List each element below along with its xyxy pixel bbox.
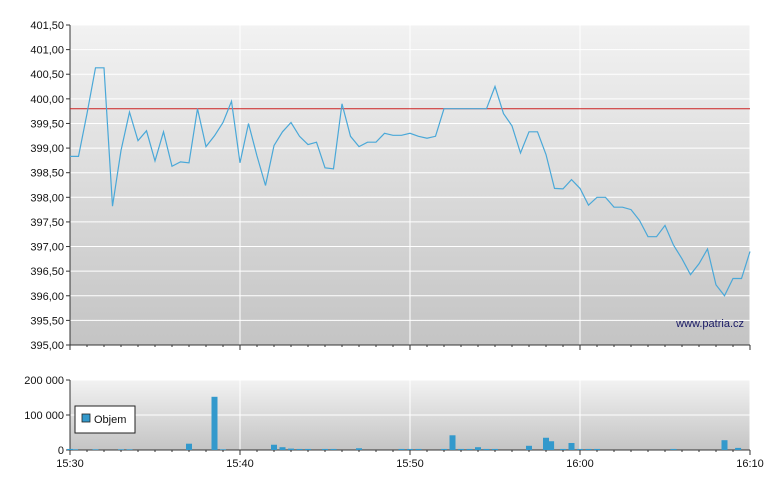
price-ytick-label: 397,50 — [30, 217, 64, 229]
volume-bar — [356, 448, 362, 450]
volume-ytick-label: 100 000 — [24, 410, 64, 422]
price-ytick-label: 399,50 — [30, 118, 64, 130]
volume-bar — [186, 443, 192, 450]
volume-bar — [543, 437, 549, 450]
xtick-label: 15:40 — [226, 458, 254, 470]
volume-bar — [441, 448, 447, 450]
price-ytick-label: 401,00 — [30, 45, 64, 57]
volume-bar — [67, 448, 73, 450]
volume-bar — [330, 448, 337, 450]
price-ytick-label: 395,00 — [30, 340, 64, 352]
volume-bar — [449, 435, 456, 450]
volume-bar — [126, 449, 133, 450]
price-ytick-label: 401,50 — [30, 20, 64, 32]
volume-bar — [398, 448, 405, 450]
legend-label: Objem — [94, 414, 126, 426]
volume-bar — [279, 447, 286, 450]
price-ytick-label: 400,00 — [30, 94, 64, 106]
volume-bar — [492, 448, 498, 450]
volume-bar — [415, 448, 422, 450]
volume-bar — [735, 447, 742, 450]
volume-bar — [296, 448, 303, 450]
volume-bar — [577, 448, 583, 450]
volume-bar — [322, 448, 328, 450]
volume-bar — [407, 448, 413, 450]
volume-ytick-label: 0 — [58, 445, 64, 457]
volume-bar — [526, 445, 532, 450]
volume-bar — [594, 448, 600, 450]
volume-bar — [483, 448, 490, 450]
volume-bar — [475, 447, 481, 450]
xtick-label: 15:30 — [56, 458, 84, 470]
volume-bar — [211, 396, 218, 450]
price-ytick-label: 400,50 — [30, 69, 64, 81]
volume-ytick-label: 200 000 — [24, 375, 64, 387]
price-ytick-label: 396,00 — [30, 291, 64, 303]
volume-bar — [548, 441, 555, 450]
volume-bar — [585, 448, 592, 450]
volume-bar — [458, 448, 464, 450]
legend-swatch — [81, 413, 91, 423]
price-ytick-label: 395,50 — [30, 315, 64, 327]
volume-bar — [92, 449, 99, 450]
volume-bar — [466, 448, 473, 450]
watermark: www.patria.cz — [675, 318, 744, 330]
price-panel: 395,00 395,50 396,00 396,50 397,00 397,50 398,… — [30, 20, 751, 352]
volume-bar — [568, 443, 575, 450]
price-ytick-label: 399,00 — [30, 143, 64, 155]
volume-panel: 0 100 000 200 000 15:30 15:40 15:50 16:00 16:10 — [24, 375, 764, 470]
volume-bar — [72, 449, 79, 450]
price-ytick-label: 396,50 — [30, 266, 64, 278]
volume-legend: Objem — [74, 405, 136, 434]
volume-bar — [220, 449, 226, 450]
price-ytick-label: 398,00 — [30, 192, 64, 204]
volume-bar — [670, 448, 677, 450]
volume-bar — [288, 448, 294, 450]
price-ytick-label: 398,50 — [30, 168, 64, 180]
volume-bar — [560, 448, 566, 450]
xtick-label: 16:00 — [566, 458, 594, 470]
volume-bar — [271, 444, 277, 450]
volume-bar — [721, 440, 728, 450]
xtick-label: 15:50 — [396, 458, 424, 470]
volume-bar — [118, 449, 124, 450]
xtick-label: 16:10 — [736, 458, 764, 470]
volume-bar — [305, 448, 311, 450]
price-ytick-label: 397,00 — [30, 242, 64, 254]
price-line — [70, 67, 751, 297]
